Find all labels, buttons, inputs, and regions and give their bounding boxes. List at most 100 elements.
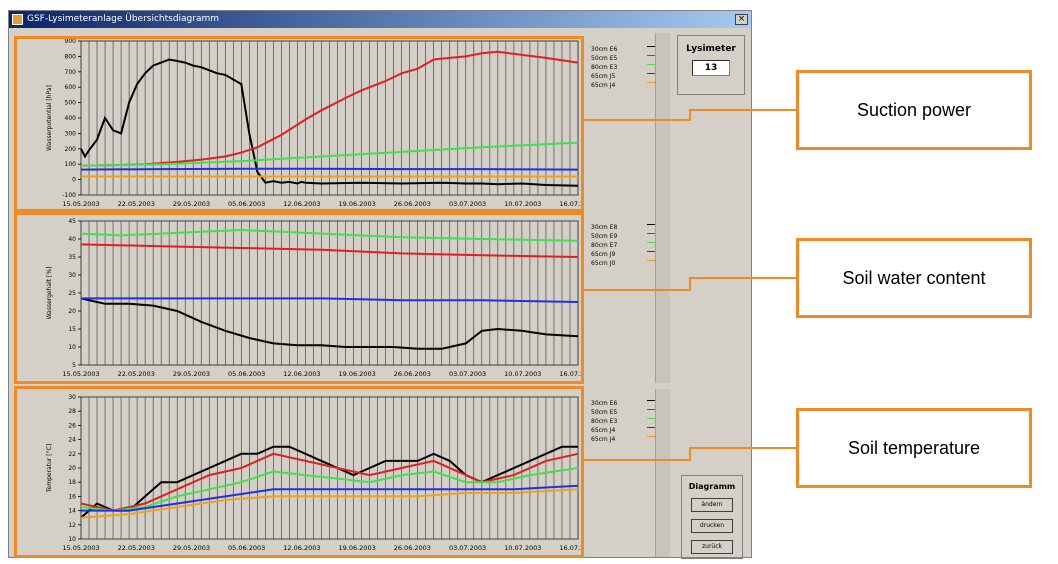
application-window: GSF-Lysimeteranlage Übersichtsdiagramm ×… — [8, 10, 752, 559]
legend-swatch — [647, 46, 661, 53]
legend-swatch — [647, 64, 661, 71]
legend-swatch — [647, 55, 661, 62]
legend-entry: 50cm E5 — [585, 408, 671, 417]
legend-scrollbar-3[interactable] — [655, 389, 670, 557]
x-tick-label: 10.07.2003 — [504, 200, 541, 208]
x-tick-label: 26.06.2003 — [394, 544, 431, 552]
close-button[interactable]: × — [735, 14, 748, 25]
x-tick-label: 22.05.2003 — [118, 370, 155, 378]
chart-suction-svg: 900 800 700 600 500 400 300 200 100 0 -10015.05.20… — [46, 38, 582, 208]
y-tick-label: 30 — [68, 272, 76, 279]
legend-label: 50cm E5 — [591, 409, 618, 416]
change-button[interactable]: ändern — [691, 498, 733, 512]
x-tick-label: 16.07.2003 — [559, 370, 582, 378]
series-line-0 — [80, 58, 579, 187]
y-tick-label: 16 — [68, 493, 76, 500]
series-line-3 — [81, 297, 579, 303]
y-tick-label: 30 — [68, 394, 76, 401]
highlight-soil-water — [14, 212, 584, 384]
legend-swatch — [647, 233, 661, 240]
legend-swatch — [647, 224, 661, 231]
y-tick-label: -100 — [62, 192, 76, 199]
legend-entry: 65cm J4 — [585, 81, 671, 90]
legend-swatch — [647, 427, 661, 434]
legend-entry: 65cm J5 — [585, 72, 671, 81]
highlight-temperature — [14, 386, 584, 558]
x-tick-label: 29.05.2003 — [173, 200, 210, 208]
chart-soil-water-svg: 45 40 35 30 25 20 15 10 515.05.2003 22.05.2003 29.… — [46, 218, 582, 378]
y-axis-label: Wassergehalt [%] — [46, 267, 53, 320]
y-tick-label: 15 — [68, 326, 76, 333]
series-line-4 — [80, 488, 579, 519]
series-line-2 — [80, 141, 579, 167]
x-tick-label: 03.07.2003 — [449, 370, 486, 378]
legend-swatch — [647, 400, 661, 407]
series-line-0 — [80, 445, 578, 519]
lysimeter-input[interactable]: 13 — [692, 60, 730, 76]
x-tick-label: 26.06.2003 — [394, 370, 431, 378]
y-tick-label: 14 — [68, 508, 76, 515]
legend-entry: 80cm E3 — [585, 417, 671, 426]
x-tick-label: 03.07.2003 — [449, 200, 486, 208]
y-tick-label: 400 — [65, 115, 77, 122]
x-tick-label: 15.05.2003 — [62, 544, 99, 552]
series-line-1 — [80, 452, 579, 512]
legend-swatch — [647, 418, 661, 425]
x-tick-label: 12.06.2003 — [283, 544, 320, 552]
legend-swatch — [647, 436, 661, 443]
y-tick-label: 5 — [72, 362, 76, 369]
y-tick-label: 500 — [65, 100, 77, 107]
series-line-2 — [80, 228, 579, 242]
back-button[interactable]: zurück — [691, 540, 733, 554]
window-title: GSF-Lysimeteranlage Übersichtsdiagramm — [27, 14, 220, 24]
y-tick-label: 10 — [68, 344, 76, 351]
y-tick-label: 600 — [65, 84, 77, 91]
legend-entry: 50cm E9 — [585, 232, 671, 241]
callout-suction-power: Suction power — [796, 70, 1032, 150]
x-tick-label: 05.06.2003 — [228, 370, 265, 378]
legend-label: 30cm E8 — [591, 224, 618, 231]
x-tick-label: 12.06.2003 — [283, 200, 320, 208]
legend-entry: 65cm J4 — [585, 426, 671, 435]
x-tick-label: 22.05.2003 — [118, 200, 155, 208]
y-tick-label: 200 — [65, 146, 77, 153]
legend-entry: 65cm J0 — [585, 259, 671, 268]
legend-swatch — [647, 82, 661, 89]
x-tick-label: 10.07.2003 — [504, 370, 541, 378]
legend-entry: 30cm E6 — [585, 399, 671, 408]
y-tick-label: 26 — [68, 422, 76, 429]
legend-swatch — [647, 409, 661, 416]
x-tick-label: 19.06.2003 — [339, 370, 376, 378]
x-tick-label: 05.06.2003 — [228, 200, 265, 208]
y-tick-label: 12 — [68, 522, 76, 529]
x-tick-label: 12.06.2003 — [283, 370, 320, 378]
series-line-3 — [80, 167, 579, 171]
y-axis-label: Wasserpotential [hPa] — [46, 85, 53, 151]
legend-label: 65cm J0 — [591, 260, 616, 267]
y-tick-label: 700 — [65, 69, 77, 76]
legend-label: 80cm E3 — [591, 64, 618, 71]
x-tick-label: 15.05.2003 — [62, 200, 99, 208]
series-line-1 — [80, 243, 579, 258]
print-button[interactable]: drucken — [691, 519, 733, 533]
x-tick-label: 15.05.2003 — [62, 370, 99, 378]
series-line-2 — [80, 467, 579, 512]
legend-label: 30cm E6 — [591, 400, 618, 407]
y-tick-label: 45 — [68, 218, 76, 225]
y-tick-label: 35 — [68, 254, 76, 261]
legend-entry: 30cm E8 — [585, 223, 671, 232]
lysimeter-label: Lysimeter — [686, 44, 736, 54]
legend-label: 30cm E6 — [591, 46, 618, 53]
legend-suction: 30cm E6 50cm E5 80cm E3 65cm J5 65cm J4 — [585, 45, 671, 90]
x-tick-label: 10.07.2003 — [504, 544, 541, 552]
x-tick-label: 22.05.2003 — [118, 544, 155, 552]
legend-entry: 30cm E6 — [585, 45, 671, 54]
legend-scrollbar-1[interactable] — [655, 33, 670, 213]
x-tick-label: 26.06.2003 — [394, 200, 431, 208]
legend-swatch — [647, 251, 661, 258]
legend-label: 80cm E7 — [591, 242, 618, 249]
legend-label: 65cm J4 — [591, 82, 616, 89]
legend-scrollbar-2[interactable] — [655, 213, 670, 383]
highlight-suction — [14, 36, 584, 212]
x-tick-label: 16.07.2003 — [559, 200, 582, 208]
